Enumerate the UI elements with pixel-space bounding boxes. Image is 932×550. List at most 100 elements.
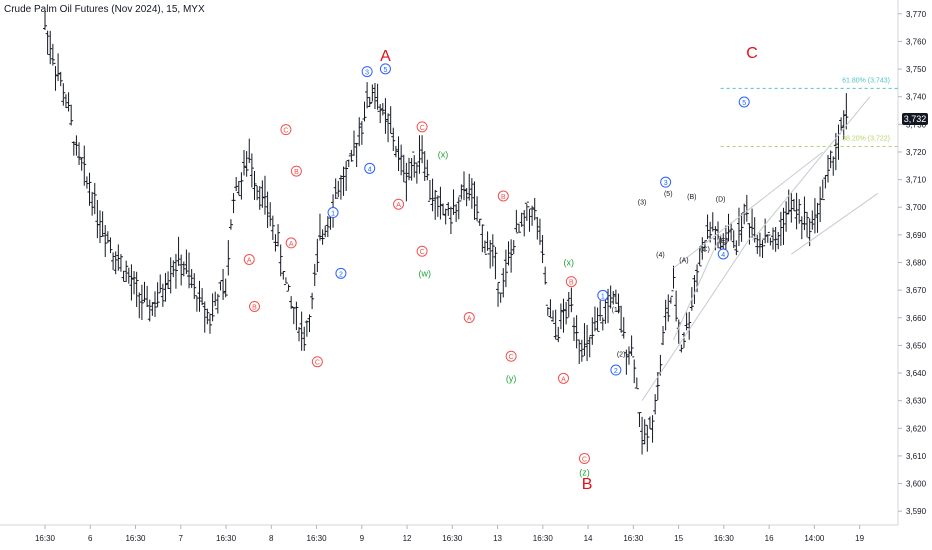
wave-label: A [467, 316, 472, 323]
wave-label: (2) [617, 351, 626, 358]
fib-level-label: 61.80% (3,743) [842, 77, 890, 84]
wave-label-circle [280, 124, 292, 136]
wave-label-circle [379, 63, 391, 75]
y-tick-label: 3,600 [906, 480, 927, 489]
wave-label-circle [610, 364, 622, 376]
x-tick-label: 14 [584, 534, 593, 543]
wave-label: 2 [614, 368, 618, 375]
wave-label-circle [558, 372, 570, 384]
wave-label: A [247, 258, 252, 265]
wave-label: C [420, 125, 425, 132]
x-tick-label: 16:30 [623, 534, 644, 543]
x-tick-label: 16:30 [442, 534, 463, 543]
x-tick-label: 16:30 [714, 534, 735, 543]
chart-title: Crude Palm Oil Futures (Nov 2024), 15, M… [4, 4, 205, 15]
x-tick-label: 8 [269, 534, 274, 543]
wave-label-circle [416, 121, 428, 133]
trendline [791, 193, 879, 255]
wave-label-circle [243, 254, 255, 265]
wave-label-circle [416, 245, 428, 257]
wave-label-circle [249, 300, 260, 312]
wave-label-circle [597, 289, 609, 301]
wave-label-circle [364, 162, 376, 174]
x-tick-label: 6 [88, 534, 93, 543]
y-tick-label: 3,610 [906, 452, 927, 461]
x-tick-label: 15 [674, 534, 683, 543]
wave-label-circle [327, 207, 339, 219]
wave-label: C [509, 354, 514, 361]
x-tick-label: 13 [493, 534, 502, 543]
x-tick-label: 16:30 [216, 534, 237, 543]
x-tick-label: 16:30 [125, 534, 146, 543]
y-tick-label: 3,760 [906, 37, 927, 46]
x-tick-label: 16:30 [533, 534, 554, 543]
y-tick-label: 3,700 [906, 203, 927, 212]
wave-label: (D) [716, 197, 726, 204]
trendline [673, 151, 824, 269]
wave-label-circle [565, 276, 577, 288]
wave-label: C [315, 360, 320, 367]
wave-label-circle [578, 452, 590, 464]
wave-label-circle [717, 248, 729, 260]
wave-label: (y) [506, 373, 517, 383]
y-tick-label: 3,740 [906, 93, 927, 102]
wave-label: (5) [664, 191, 673, 198]
y-tick-label: 3,730 [906, 120, 927, 129]
wave-label: 5 [742, 100, 746, 107]
wave-label-circle [660, 176, 672, 188]
wave-label: B [252, 304, 257, 311]
wave-label: (C) [700, 246, 710, 253]
wave-label: 1 [601, 293, 605, 300]
x-tick-label: 16 [765, 534, 774, 543]
wave-label-circle [311, 356, 323, 368]
wave-label: B [569, 280, 574, 287]
x-tick-label: 9 [360, 534, 365, 543]
trendline [673, 234, 722, 341]
y-tick-label: 3,590 [906, 507, 927, 516]
trendline [641, 234, 753, 401]
y-tick-label: 3,650 [906, 341, 927, 350]
y-tick-label: 3,680 [906, 259, 927, 268]
wave-label: (4) [656, 252, 665, 259]
wave-label: 5 [383, 67, 387, 74]
wave-label: (B) [687, 194, 696, 201]
wave-label-circle [497, 190, 509, 202]
fib-level-label: 38.20% (3,722) [842, 135, 890, 142]
wave-label: B [294, 169, 299, 176]
x-tick-label: 14:00 [804, 534, 825, 543]
wave-label: A [561, 376, 566, 383]
wave-label: A [289, 241, 294, 248]
wave-label-major: A [380, 48, 391, 65]
wave-label: (x) [438, 150, 449, 160]
wave-label-major: B [582, 476, 593, 493]
y-tick-label: 3,670 [906, 286, 927, 295]
x-tick-label: 16:30 [307, 534, 328, 543]
wave-label-circle [738, 96, 750, 108]
y-tick-label: 3,630 [906, 397, 927, 406]
wave-label: (z) [579, 467, 590, 477]
wave-label: C [420, 249, 425, 256]
wave-label: C [283, 128, 288, 135]
wave-label: (A) [679, 258, 688, 265]
y-tick-label: 3,770 [906, 10, 927, 19]
wave-label: A [396, 202, 401, 209]
trendline [751, 96, 871, 241]
wave-label: 4 [368, 166, 372, 173]
wave-label-circle [285, 237, 297, 249]
wave-label-major: C [746, 45, 758, 62]
wave-label: B [501, 194, 506, 201]
x-tick-label: 12 [403, 534, 412, 543]
y-tick-label: 3,710 [906, 176, 927, 185]
wave-label-circle [393, 198, 405, 210]
wave-label: (w) [418, 268, 431, 278]
x-tick-label: 16:30 [35, 534, 56, 543]
y-tick-label: 3,750 [906, 65, 927, 74]
wave-label: 4 [721, 252, 725, 259]
wave-label: 3 [664, 180, 668, 187]
y-tick-label: 3,720 [906, 148, 927, 157]
x-tick-label: 19 [855, 534, 864, 543]
wave-label: C [582, 456, 587, 463]
y-tick-label: 3,660 [906, 314, 927, 323]
y-tick-label: 3,620 [906, 424, 927, 433]
